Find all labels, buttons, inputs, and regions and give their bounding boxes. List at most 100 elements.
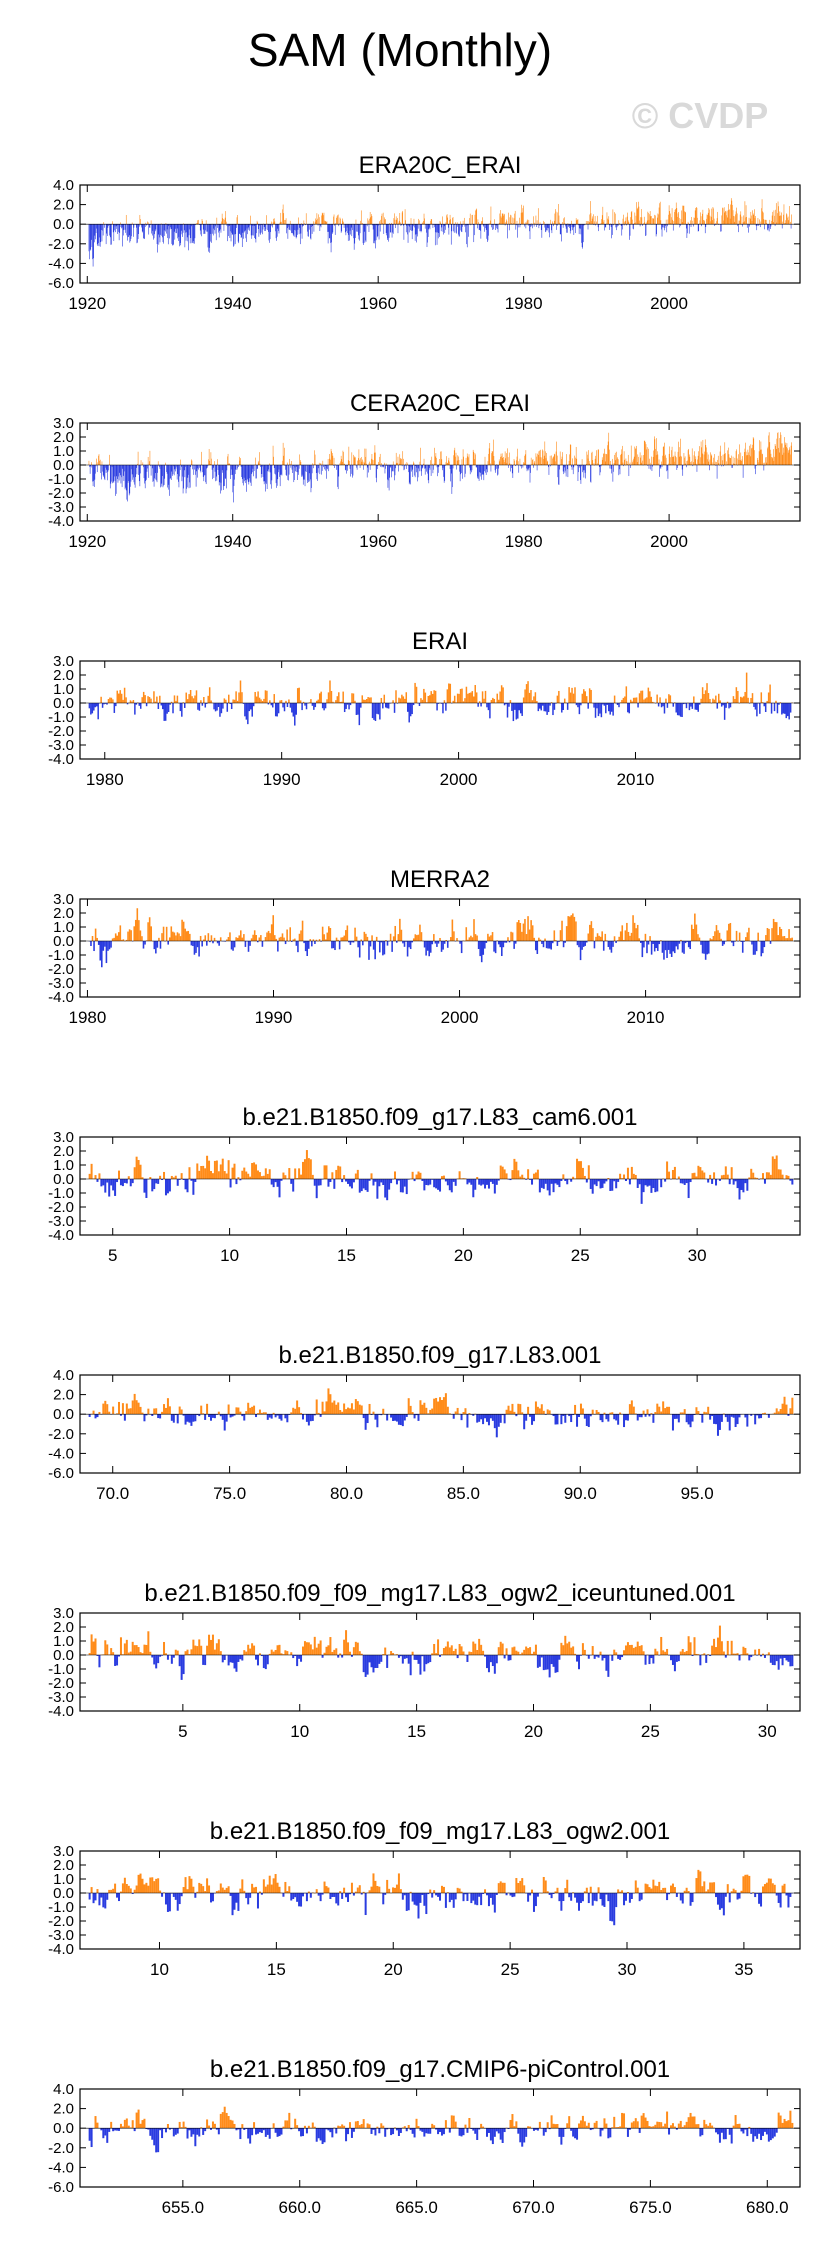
bar [775, 922, 778, 941]
bar [200, 1166, 203, 1179]
bar [633, 223, 635, 225]
bar [231, 1167, 234, 1179]
bar [517, 1170, 520, 1179]
bar [484, 224, 485, 232]
bar [534, 941, 537, 951]
bar [232, 465, 234, 493]
bar [217, 224, 218, 228]
bar [154, 701, 157, 703]
bar [318, 462, 320, 465]
bar [172, 1414, 175, 1423]
bar [247, 224, 248, 235]
bar [671, 1883, 674, 1893]
bar [616, 451, 617, 465]
bar [787, 217, 788, 225]
bar [754, 941, 756, 955]
bar [295, 703, 297, 715]
bar [664, 224, 665, 231]
bar [640, 209, 642, 225]
bar [673, 455, 675, 465]
bar [325, 1886, 328, 1893]
bar [206, 1403, 209, 1415]
bar [202, 465, 204, 477]
bar [699, 1655, 702, 1666]
bar [278, 224, 280, 234]
bar [603, 1412, 606, 1415]
bar [466, 224, 468, 248]
bar [660, 220, 662, 225]
bar [247, 465, 249, 482]
bar [406, 462, 408, 465]
bar [595, 1893, 598, 1902]
bar [575, 921, 577, 941]
bar [262, 224, 264, 230]
bar [439, 459, 440, 465]
bar [726, 215, 727, 225]
bar [476, 935, 478, 941]
bar [550, 1893, 553, 1899]
bar [245, 1171, 248, 1179]
bar [272, 1412, 275, 1415]
bar [720, 224, 721, 232]
bar [536, 701, 538, 703]
bar [257, 222, 258, 225]
bar [357, 460, 359, 465]
bar [779, 438, 781, 465]
bar [690, 224, 692, 228]
bar [247, 1893, 250, 1905]
bar [88, 460, 90, 465]
bar [251, 1883, 254, 1893]
bar [501, 213, 503, 225]
bar [282, 209, 283, 225]
bar [791, 1179, 794, 1185]
bar [267, 465, 269, 472]
bar [779, 1169, 782, 1179]
bar [270, 221, 272, 225]
bar [433, 1643, 436, 1655]
bar [292, 465, 294, 466]
bar [188, 224, 189, 251]
bar [210, 1170, 212, 1179]
bar [355, 457, 356, 465]
bar [167, 224, 169, 245]
bar [656, 451, 658, 465]
bar [413, 218, 415, 225]
bar [253, 224, 254, 236]
x-tick-label: 20 [524, 1722, 543, 1741]
bar [159, 1414, 162, 1419]
bar [382, 1893, 385, 1905]
bar [462, 449, 464, 465]
bar [582, 465, 584, 471]
bar [204, 703, 207, 708]
bar [341, 1893, 344, 1899]
bar [140, 224, 142, 226]
bar [542, 450, 544, 465]
bar [515, 703, 518, 720]
bar [401, 224, 402, 226]
bar [321, 465, 322, 475]
bar [128, 224, 130, 236]
bar [130, 224, 131, 242]
bar [558, 690, 560, 703]
bar [732, 1414, 735, 1418]
bar [543, 221, 545, 225]
bar [607, 441, 609, 465]
bar [247, 941, 250, 952]
bar [288, 1168, 291, 1179]
bar [170, 701, 173, 703]
bar [548, 224, 550, 233]
bar [763, 941, 766, 948]
bar [759, 449, 761, 465]
bar [595, 936, 597, 941]
bar [775, 203, 777, 225]
bar [674, 702, 676, 703]
y-tick-label: 3.0 [53, 891, 74, 908]
bar [125, 214, 127, 225]
bar [272, 222, 274, 225]
bar [625, 458, 627, 465]
bar [656, 1179, 659, 1192]
bar [770, 453, 772, 465]
bar [762, 1173, 764, 1179]
bar [302, 224, 303, 227]
bar [345, 1893, 348, 1898]
